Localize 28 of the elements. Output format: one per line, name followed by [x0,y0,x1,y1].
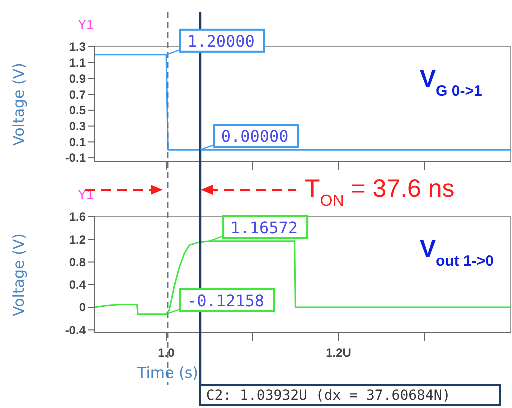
y-tick-label: 0.1 [69,135,86,150]
y-tick-label: 1.3 [69,40,86,54]
x-tick-label: 1.2U [326,346,352,360]
y-tick-label: 0.8 [69,255,86,270]
text: Y1 [78,17,94,32]
annotation: 1.20000 [187,32,255,51]
y-tick-label: 1.2 [69,232,86,247]
text: T$_{ON}$ = 37.6 ns [305,175,455,210]
y-tick-label: 1.6 [69,210,86,224]
y-tick-label: 0.5 [69,104,86,118]
annotation: -0.12158 [187,291,265,310]
y-axis-title: Voltage (V) [10,63,28,146]
y-tick-label: -0.1 [65,151,86,166]
annotation: 0.00000 [221,127,289,146]
y-tick-label: 0.7 [69,88,86,102]
y-tick-label: 0 [79,300,86,315]
annotation: 1.16572 [230,218,298,238]
x-tick-label: 1.0 [158,346,176,360]
annotation: V$_{out 1->0}$ [420,236,494,270]
x-axis-title: Time (s) [136,364,198,382]
annotation: V$_{G 0->1}$ [420,66,482,100]
y-axis-title: Voltage (V) [10,234,28,316]
y-tick-label: 1.1 [69,56,86,70]
y-tick-label: 0.9 [69,72,86,86]
y-tick-label: 0.4 [69,278,86,292]
y-tick-label: 0.3 [69,120,86,134]
ref-line-label: C2: 1.03932U (dx = 37.60684N) [206,388,451,404]
y-tick-label: -0.4 [65,323,86,338]
